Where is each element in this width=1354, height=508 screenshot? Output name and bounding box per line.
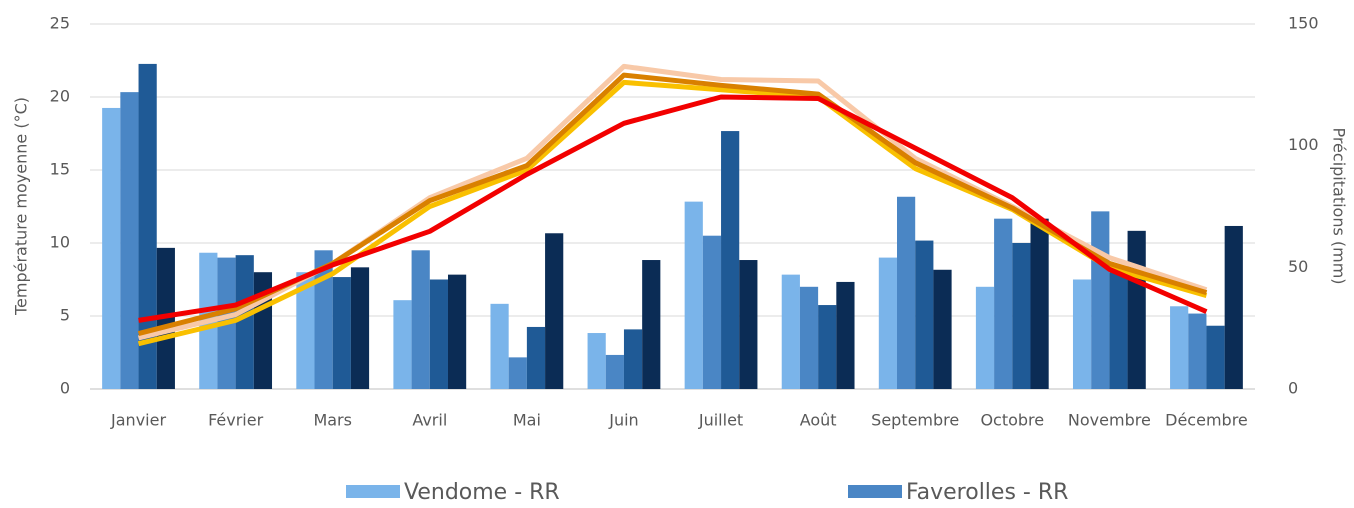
bar — [235, 255, 254, 389]
bar — [994, 218, 1013, 389]
y-axis-title: Température moyenne (°C) — [12, 97, 31, 316]
y-tick-label: 15 — [50, 160, 70, 179]
y2-tick-label: 150 — [1288, 14, 1319, 33]
bar — [1188, 313, 1207, 389]
legend-swatch — [848, 485, 902, 498]
bar — [332, 277, 351, 389]
bar — [933, 269, 952, 389]
bar — [393, 300, 412, 389]
bar — [781, 274, 800, 389]
y-tick-label: 5 — [60, 306, 70, 325]
bar — [684, 201, 703, 389]
bar — [975, 286, 995, 389]
y2-tick-label: 50 — [1288, 257, 1308, 276]
bar — [508, 357, 527, 389]
x-tick-label: Juin — [608, 411, 638, 430]
bar — [1091, 211, 1110, 389]
bar — [1030, 218, 1049, 389]
x-tick-label: Septembre — [871, 411, 959, 430]
bar — [1012, 243, 1031, 389]
bar — [1109, 272, 1128, 389]
y2-tick-label: 100 — [1288, 135, 1319, 154]
bar — [1127, 230, 1146, 389]
x-tick-label: Août — [800, 411, 837, 430]
bar — [314, 250, 333, 389]
line — [138, 94, 1208, 323]
bar — [605, 354, 624, 389]
bar — [1224, 225, 1243, 389]
bar — [411, 250, 430, 389]
bar — [836, 281, 855, 389]
bar — [1206, 325, 1225, 389]
bar — [642, 260, 661, 389]
y-tick-label: 25 — [50, 14, 70, 33]
bar — [545, 233, 564, 389]
x-tick-label: Décembre — [1165, 411, 1248, 430]
y-tick-label: 10 — [50, 233, 70, 252]
y2-tick-label: 0 — [1288, 379, 1298, 398]
x-tick-label: Avril — [412, 411, 447, 430]
bar — [897, 196, 916, 389]
bar — [447, 274, 467, 389]
bar — [702, 235, 722, 389]
bar — [1072, 279, 1092, 389]
bar — [587, 333, 606, 389]
y2-axis-title: Précipitations (mm) — [1330, 127, 1349, 284]
x-tick-label: Novembre — [1068, 411, 1151, 430]
bar — [490, 303, 509, 389]
x-tick-label: Janvier — [110, 411, 166, 430]
legend-swatch — [346, 485, 400, 498]
bar — [739, 260, 758, 389]
x-tick-label: Octobre — [980, 411, 1044, 430]
bar — [102, 107, 121, 389]
bar — [526, 326, 546, 389]
y-tick-label: 20 — [50, 87, 70, 106]
x-tick-label: Mai — [513, 411, 541, 430]
bar — [138, 63, 157, 389]
x-tick-label: Mars — [313, 411, 352, 430]
bar — [623, 329, 643, 389]
legend-label: Vendome - RR — [404, 480, 560, 504]
bar — [429, 279, 448, 389]
bar — [296, 272, 315, 389]
x-tick-label: Juillet — [698, 411, 743, 430]
y-tick-label: 0 — [60, 379, 70, 398]
bar — [350, 267, 370, 389]
legend-label: Faverolles - RR — [906, 480, 1068, 504]
bar — [120, 92, 139, 389]
bar — [915, 240, 934, 389]
bar — [1170, 306, 1189, 389]
x-tick-label: Février — [208, 411, 264, 430]
bar — [878, 257, 898, 389]
bar — [721, 131, 740, 390]
bar — [799, 286, 819, 389]
bar — [818, 305, 837, 389]
legend: Vendome - RR Faverolles - RR — [346, 480, 1068, 505]
